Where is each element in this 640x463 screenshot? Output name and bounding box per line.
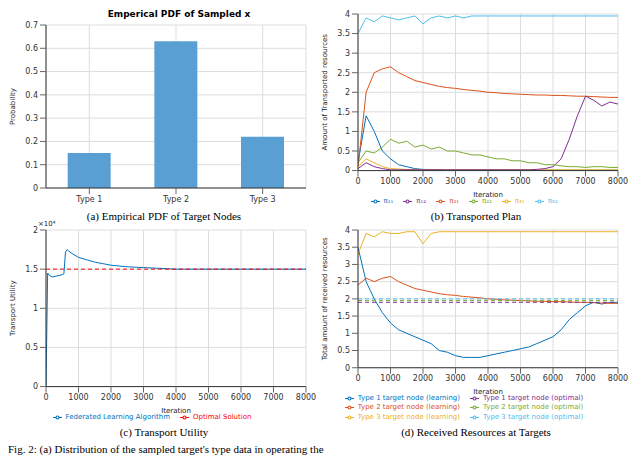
svg-text:1: 1 bbox=[345, 127, 350, 136]
svg-text:1.5: 1.5 bbox=[337, 108, 350, 117]
svg-text:3000: 3000 bbox=[445, 374, 465, 383]
svg-text:Iteration: Iteration bbox=[473, 388, 503, 396]
svg-text:2.5: 2.5 bbox=[337, 69, 350, 78]
svg-text:3: 3 bbox=[345, 49, 350, 58]
svg-text:0.7: 0.7 bbox=[25, 21, 38, 30]
svg-text:Type 1: Type 1 bbox=[75, 195, 102, 204]
html-text:(d) Received Resources at Targ: (d) Received Resources at Targets bbox=[401, 426, 551, 438]
html-text:π₁₁: π₁₁ bbox=[383, 197, 394, 205]
svg-text:4000: 4000 bbox=[478, 374, 498, 383]
html-text:(c) Transport Utility: (c) Transport Utility bbox=[119, 426, 209, 438]
svg-text:4: 4 bbox=[345, 10, 350, 19]
svg-text:Amount of Transported resource: Amount of Transported resources bbox=[321, 34, 329, 151]
svg-text:2.5: 2.5 bbox=[337, 277, 350, 286]
svg-text:1000: 1000 bbox=[380, 374, 400, 383]
svg-text:0.5: 0.5 bbox=[25, 343, 38, 352]
svg-text:Iteration: Iteration bbox=[473, 191, 503, 199]
html-text:Type 1 target node (optimal): Type 1 target node (optimal) bbox=[483, 394, 584, 403]
svg-text:Total amount of received resou: Total amount of received resources bbox=[321, 237, 329, 361]
svg-text:2: 2 bbox=[33, 226, 38, 235]
svg-text:8000: 8000 bbox=[296, 393, 316, 402]
svg-text:3000: 3000 bbox=[445, 177, 465, 186]
html-text:×10⁴: ×10⁴ bbox=[38, 220, 56, 228]
svg-text:4: 4 bbox=[345, 226, 350, 235]
svg-text:4000: 4000 bbox=[166, 393, 186, 402]
html-text:Type 2 target node (optimal): Type 2 target node (optimal) bbox=[483, 403, 584, 412]
svg-text:0: 0 bbox=[43, 393, 48, 402]
svg-text:0: 0 bbox=[33, 184, 38, 193]
svg-text:0.6: 0.6 bbox=[25, 44, 38, 53]
svg-text:5000: 5000 bbox=[510, 374, 530, 383]
svg-text:0: 0 bbox=[345, 364, 350, 373]
svg-text:1.5: 1.5 bbox=[25, 265, 38, 274]
html-text:π₂₂: π₂₂ bbox=[482, 197, 492, 205]
svg-text:1: 1 bbox=[33, 304, 38, 313]
html-text:Emperical PDF of Sampled x: Emperical PDF of Sampled x bbox=[107, 9, 251, 19]
svg-text:8000: 8000 bbox=[608, 374, 628, 383]
svg-text:3000: 3000 bbox=[133, 393, 153, 402]
svg-text:0: 0 bbox=[345, 166, 350, 175]
svg-text:0.1: 0.1 bbox=[25, 161, 38, 170]
svg-text:0: 0 bbox=[33, 382, 38, 391]
svg-text:4000: 4000 bbox=[478, 177, 498, 186]
html-text:π₃₂: π₃₂ bbox=[547, 197, 558, 205]
svg-text:0: 0 bbox=[355, 374, 360, 383]
svg-text:Iteration: Iteration bbox=[161, 407, 191, 415]
html-text:Type 3 target node (learning): Type 3 target node (learning) bbox=[357, 413, 460, 421]
svg-text:1: 1 bbox=[345, 329, 350, 338]
svg-text:2000: 2000 bbox=[413, 177, 433, 186]
html-text:Type 3 target node (optimal): Type 3 target node (optimal) bbox=[483, 413, 584, 421]
html-text:π₃₁: π₃₁ bbox=[514, 197, 525, 205]
html-text:Fig. 2: (a) Distribution of th: Fig. 2: (a) Distribution of the sampled … bbox=[8, 443, 324, 455]
svg-text:1000: 1000 bbox=[68, 393, 88, 402]
svg-text:2000: 2000 bbox=[413, 374, 433, 383]
svg-text:2: 2 bbox=[345, 88, 350, 97]
html-text:Federated Learning Algorithm: Federated Learning Algorithm bbox=[65, 413, 170, 421]
svg-text:2000: 2000 bbox=[101, 393, 121, 402]
svg-text:6000: 6000 bbox=[543, 374, 563, 383]
html-text:Type 2 target node (learning): Type 2 target node (learning) bbox=[357, 403, 460, 412]
svg-text:5000: 5000 bbox=[510, 177, 530, 186]
svg-text:0.3: 0.3 bbox=[25, 114, 38, 123]
svg-text:0.4: 0.4 bbox=[25, 91, 38, 100]
svg-text:Type 3: Type 3 bbox=[249, 195, 276, 204]
html-text:(b) Transported Plan: (b) Transported Plan bbox=[430, 210, 522, 222]
svg-text:7000: 7000 bbox=[575, 177, 595, 186]
svg-text:0.2: 0.2 bbox=[25, 137, 38, 146]
svg-text:Type 2: Type 2 bbox=[162, 195, 189, 204]
svg-text:5000: 5000 bbox=[198, 393, 218, 402]
svg-text:0.5: 0.5 bbox=[25, 67, 38, 76]
svg-text:3: 3 bbox=[345, 260, 350, 269]
svg-text:2: 2 bbox=[345, 295, 350, 304]
svg-text:3.5: 3.5 bbox=[337, 29, 350, 38]
html-text:π₁₂: π₁₂ bbox=[416, 197, 427, 205]
html-text:(a) Empirical PDF of Target No: (a) Empirical PDF of Target Nodes bbox=[86, 210, 242, 222]
svg-text:7000: 7000 bbox=[575, 374, 595, 383]
svg-text:Transport Utility: Transport Utility bbox=[9, 280, 17, 337]
svg-text:6000: 6000 bbox=[231, 393, 251, 402]
html-text:π₂₁: π₂₁ bbox=[449, 197, 459, 205]
svg-text:0.5: 0.5 bbox=[337, 346, 350, 355]
svg-text:1.5: 1.5 bbox=[337, 312, 350, 321]
svg-text:0: 0 bbox=[355, 177, 360, 186]
html-text:Type 1 target node (learning): Type 1 target node (learning) bbox=[357, 394, 460, 403]
html-text:Optimal Solution: Optimal Solution bbox=[193, 413, 252, 421]
svg-text:Probability: Probability bbox=[9, 88, 17, 125]
svg-text:3.5: 3.5 bbox=[337, 243, 350, 252]
svg-text:0.5: 0.5 bbox=[337, 147, 350, 156]
svg-text:1000: 1000 bbox=[380, 177, 400, 186]
svg-text:7000: 7000 bbox=[263, 393, 283, 402]
svg-text:6000: 6000 bbox=[543, 177, 563, 186]
svg-text:8000: 8000 bbox=[608, 177, 628, 186]
